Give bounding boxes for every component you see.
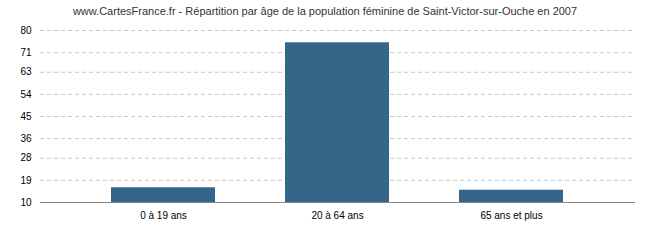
svg-text:45: 45	[20, 111, 32, 122]
svg-text:20 à 64 ans: 20 à 64 ans	[311, 210, 363, 221]
svg-text:10: 10	[20, 197, 32, 208]
svg-text:65 ans et plus: 65 ans et plus	[480, 210, 542, 221]
svg-text:28: 28	[20, 152, 32, 163]
svg-text:36: 36	[20, 133, 32, 144]
svg-text:19: 19	[20, 175, 32, 186]
svg-text:80: 80	[20, 25, 32, 36]
svg-text:71: 71	[20, 47, 32, 58]
svg-text:54: 54	[20, 89, 32, 100]
svg-text:63: 63	[20, 66, 32, 77]
html-text:www.CartesFrance.fr - Répartit: www.CartesFrance.fr - Répartition par âg…	[72, 5, 578, 17]
svg-text:0 à 19 ans: 0 à 19 ans	[140, 210, 187, 221]
